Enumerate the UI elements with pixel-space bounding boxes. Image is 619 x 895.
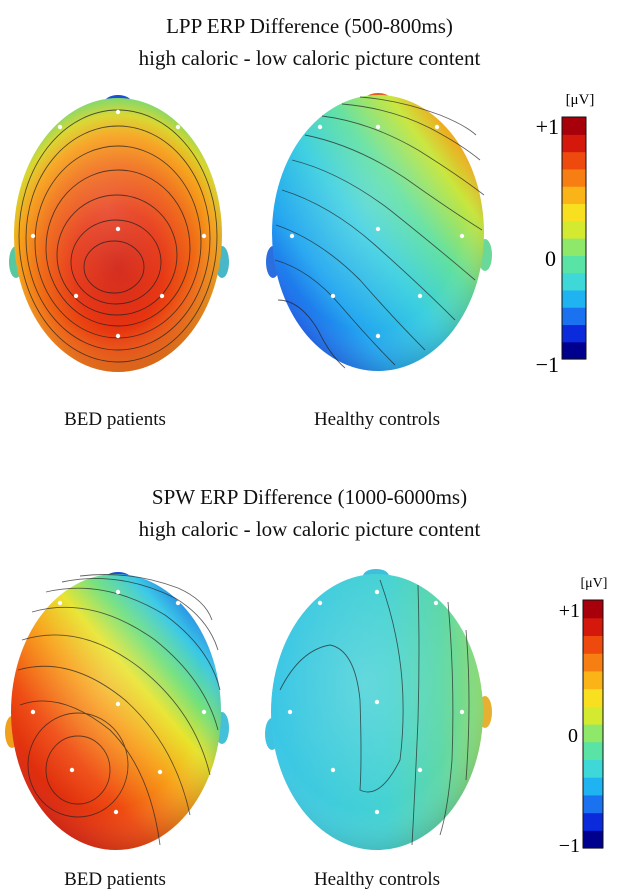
colorbar-min-label: −1 (559, 835, 580, 857)
colorbar-spw: [μV] +1 0 −1 (559, 576, 608, 857)
colorbar-segment (562, 168, 586, 187)
panel2-title-line2: high caloric - low caloric picture conte… (138, 517, 481, 541)
colorbar-segment (562, 186, 586, 205)
colorbar-segment (583, 794, 603, 814)
panel1-title-line2: high caloric - low caloric picture conte… (138, 46, 481, 70)
head-map-spw-bed (5, 572, 229, 850)
colorbar-segment (583, 724, 603, 743)
colorbar-segment (583, 777, 603, 796)
head-map-spw-controls (265, 569, 492, 850)
head-map-lpp-controls (266, 93, 492, 371)
panel2-right-caption: Healthy controls (313, 869, 441, 890)
panel2-title-line1: SPW ERP Difference (1000-6000ms) (151, 485, 468, 509)
colorbar-segment (583, 600, 603, 619)
colorbar-segment (562, 151, 586, 170)
colorbar-segment (562, 255, 586, 274)
colorbar-min-label: −1 (536, 352, 559, 377)
colorbar-segment (583, 635, 603, 654)
colorbar-segments (583, 600, 603, 849)
colorbar-segment (562, 307, 586, 326)
colorbar-segment (583, 759, 603, 778)
colorbar-segment (562, 117, 586, 135)
colorbar-segment (583, 812, 603, 831)
colorbar-segment (562, 324, 586, 343)
colorbar-segment (583, 617, 603, 637)
colorbar-unit-label: [μV] (581, 576, 608, 591)
colorbar-lpp: [μV] +1 0 −1 (536, 92, 595, 377)
colorbar-max-label: +1 (559, 600, 580, 622)
colorbar-segment (583, 653, 603, 672)
colorbar-segment (562, 272, 586, 291)
colorbar-segment (583, 706, 603, 725)
colorbar-segments (562, 117, 586, 360)
colorbar-segment (562, 238, 586, 256)
colorbar-mid-label: 0 (545, 246, 556, 271)
head-map-lpp-bed (9, 95, 229, 372)
panel1-left-caption: BED patients (64, 409, 166, 430)
colorbar-segment (562, 203, 586, 222)
colorbar-segment (562, 220, 586, 239)
panel1-title-line1: LPP ERP Difference (500-800ms) (166, 14, 453, 38)
colorbar-unit-label: [μV] (566, 92, 595, 108)
panel1-right-caption: Healthy controls (313, 409, 441, 430)
colorbar-segment (583, 688, 603, 707)
colorbar-segment (562, 289, 586, 308)
colorbar-segment (562, 134, 586, 153)
colorbar-segment (583, 741, 603, 761)
colorbar-max-label: +1 (536, 114, 559, 139)
colorbar-segment (562, 341, 586, 360)
colorbar-segment (583, 670, 603, 690)
colorbar-mid-label: 0 (568, 725, 578, 747)
panel2-left-caption: BED patients (64, 869, 166, 890)
colorbar-segment (583, 830, 603, 849)
